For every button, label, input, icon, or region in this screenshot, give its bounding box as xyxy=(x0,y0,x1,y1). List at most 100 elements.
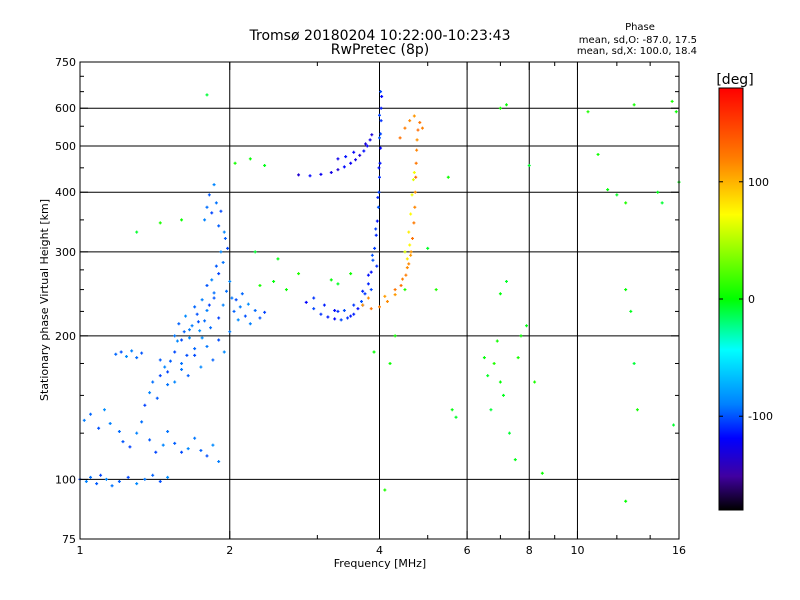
data-point xyxy=(108,421,112,425)
data-point xyxy=(378,175,381,179)
data-point xyxy=(126,475,130,479)
data-point xyxy=(95,482,99,486)
data-point xyxy=(378,136,381,140)
data-point xyxy=(629,309,633,313)
data-point xyxy=(243,314,247,318)
data-point xyxy=(482,356,486,360)
data-point xyxy=(501,393,505,397)
data-point xyxy=(205,344,209,348)
data-point xyxy=(210,278,214,282)
chart-title: Tromsø 20180204 10:22:00-10:23:43 xyxy=(249,28,511,44)
data-point xyxy=(385,300,389,304)
data-point xyxy=(329,170,333,174)
data-point xyxy=(363,292,367,296)
data-point xyxy=(121,440,125,444)
data-point xyxy=(401,277,405,281)
data-point xyxy=(193,347,197,351)
data-point xyxy=(263,310,267,314)
data-point xyxy=(186,374,190,378)
data-point xyxy=(166,370,170,374)
data-point xyxy=(405,266,409,270)
y-tick-label: 75 xyxy=(62,533,76,546)
data-point xyxy=(336,157,340,161)
colorbar-ticks: 100 0 -100 xyxy=(719,176,773,423)
data-point xyxy=(352,303,356,307)
data-point xyxy=(166,383,170,387)
data-point xyxy=(376,195,380,199)
data-point xyxy=(418,121,422,125)
data-point xyxy=(624,201,628,205)
y-tick-label: 500 xyxy=(55,140,76,153)
data-point xyxy=(660,201,664,205)
data-point xyxy=(339,318,343,322)
data-point xyxy=(200,298,204,302)
data-point xyxy=(354,158,358,162)
y-tick-label: 750 xyxy=(55,56,76,69)
data-point xyxy=(193,353,197,357)
data-point xyxy=(361,289,365,293)
data-point xyxy=(258,316,262,320)
data-point xyxy=(486,374,490,378)
data-point xyxy=(393,334,397,338)
data-point xyxy=(114,352,118,356)
data-point xyxy=(513,458,517,462)
data-point xyxy=(365,144,369,148)
data-point xyxy=(498,292,502,296)
data-point xyxy=(342,165,346,169)
data-point xyxy=(370,133,374,137)
data-point xyxy=(498,106,502,110)
data-point xyxy=(207,193,211,197)
y-tick-label: 200 xyxy=(55,330,76,343)
data-point xyxy=(378,113,381,117)
data-point xyxy=(410,236,414,240)
data-point xyxy=(403,126,407,130)
data-point xyxy=(140,351,144,355)
data-point xyxy=(393,293,397,297)
data-point xyxy=(205,205,209,209)
y-tick-label: 300 xyxy=(55,246,76,259)
data-point xyxy=(606,188,610,192)
data-point xyxy=(217,272,221,276)
header: Tromsø 20180204 10:22:00-10:23:43 RwPret… xyxy=(249,28,511,58)
data-point xyxy=(166,430,170,434)
data-point xyxy=(412,221,416,225)
data-point xyxy=(185,353,189,357)
data-point xyxy=(217,224,221,228)
data-point xyxy=(434,288,438,292)
data-point xyxy=(308,174,312,178)
y-tick-label: 400 xyxy=(55,186,76,199)
data-point xyxy=(632,103,636,107)
y-tick-label: 100 xyxy=(55,473,76,486)
data-point xyxy=(219,209,223,213)
data-point xyxy=(370,253,374,257)
gridlines xyxy=(80,62,679,539)
data-point xyxy=(412,170,416,174)
data-point xyxy=(366,282,370,286)
data-point xyxy=(148,438,152,442)
data-point xyxy=(352,150,356,154)
data-point xyxy=(352,312,356,316)
data-point xyxy=(409,212,413,216)
data-point xyxy=(102,408,106,412)
data-point xyxy=(151,473,155,477)
colorbar-label: [deg] xyxy=(716,72,753,88)
data-point xyxy=(297,272,301,276)
data-point xyxy=(246,302,250,306)
data-point xyxy=(656,190,660,194)
data-point xyxy=(135,356,139,360)
data-point xyxy=(214,264,218,268)
data-point xyxy=(158,221,162,225)
data-point xyxy=(163,365,167,369)
data-point xyxy=(284,288,288,292)
data-point xyxy=(489,408,493,412)
data-point xyxy=(373,246,377,250)
data-point xyxy=(379,90,383,94)
y-tick-label: 600 xyxy=(55,102,76,115)
data-point xyxy=(349,314,353,318)
data-point xyxy=(674,110,678,114)
data-point xyxy=(374,227,378,231)
data-point xyxy=(378,161,382,165)
data-point xyxy=(117,479,121,483)
colorbar: [deg] 100 0 -100 xyxy=(716,72,773,511)
data-point xyxy=(110,484,114,488)
